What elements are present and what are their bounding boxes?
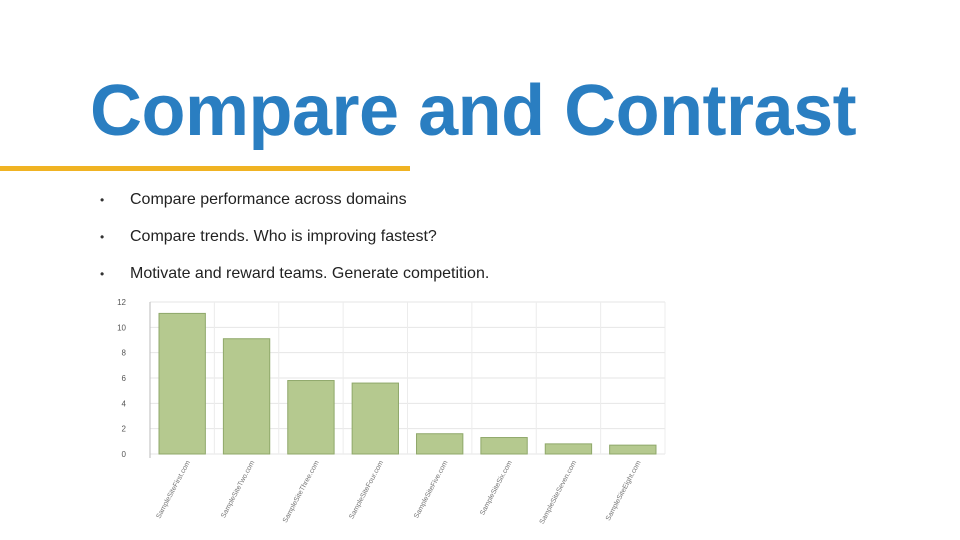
bar bbox=[351, 382, 399, 455]
bar bbox=[158, 312, 206, 455]
y-tick-label: 10 bbox=[117, 323, 126, 332]
x-tick-label: SampleSiteFour.com bbox=[348, 460, 385, 521]
y-tick-label: 8 bbox=[122, 349, 127, 358]
bullet-text: Motivate and reward teams. Generate comp… bbox=[130, 265, 490, 282]
x-tick-label: SampleSiteTwo.com bbox=[220, 460, 256, 520]
bullet-dot-icon: • bbox=[100, 267, 105, 281]
bar bbox=[287, 380, 335, 455]
bar bbox=[544, 443, 593, 455]
bullet-dot-icon: • bbox=[100, 193, 105, 207]
bullet-text: Compare trends. Who is improving fastest… bbox=[130, 228, 437, 245]
x-tick-label: SampleSiteSix.com bbox=[479, 460, 514, 517]
bar bbox=[480, 437, 528, 455]
bullet-dot-icon: • bbox=[100, 230, 105, 244]
x-tick-label: SampleSiteFirst.com bbox=[155, 460, 192, 520]
bar-chart: 0 2 4 6 8 10 12 SampleSiteFirst.com SampleSiteTw… bbox=[117, 298, 666, 525]
y-tick-label: 4 bbox=[122, 399, 127, 408]
title-accent-bar bbox=[0, 166, 410, 171]
bullet-item: • Compare performance across domains bbox=[100, 188, 489, 212]
y-tick-label: 0 bbox=[122, 450, 127, 459]
x-tick-label: SampleSiteSeven.com bbox=[539, 460, 579, 525]
bullet-item: • Motivate and reward teams. Generate co… bbox=[100, 262, 489, 286]
bar bbox=[609, 444, 657, 455]
x-tick-label: SampleSiteThree.com bbox=[282, 460, 321, 525]
bar bbox=[416, 433, 464, 455]
y-tick-label: 6 bbox=[122, 374, 127, 383]
slide-title: Compare and Contrast bbox=[90, 71, 857, 151]
bullet-text: Compare performance across domains bbox=[130, 191, 407, 208]
bullet-item: • Compare trends. Who is improving faste… bbox=[100, 225, 489, 249]
bullet-list: • Compare performance across domains • C… bbox=[100, 188, 489, 299]
x-tick-label: SampleSiteEight.com bbox=[605, 460, 643, 523]
y-tick-label: 12 bbox=[117, 298, 126, 307]
x-tick-label: SampleSiteFive.com bbox=[413, 460, 449, 520]
bar bbox=[222, 338, 271, 455]
y-tick-label: 2 bbox=[122, 425, 127, 434]
